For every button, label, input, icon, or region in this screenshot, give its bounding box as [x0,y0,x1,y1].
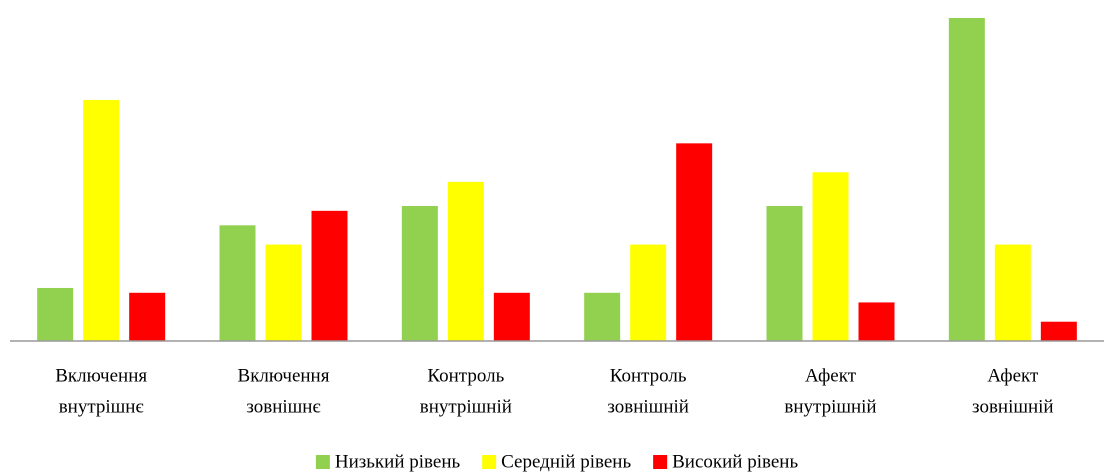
bar [948,18,985,341]
bar [493,292,530,341]
x-tick-label: Включення [238,365,330,386]
bar [265,244,302,341]
legend-label: Середній рівень [501,451,631,472]
x-tick-label: внутрішнє [59,396,144,417]
legend-swatch [653,455,668,469]
bar [858,302,895,341]
bar [994,244,1031,341]
bar [630,244,667,341]
bar [447,181,484,341]
x-tick-label: зовнішній [972,396,1054,417]
bar [129,292,166,341]
x-tick-label: Контроль [427,365,504,386]
x-tick-label: внутрішній [420,396,512,417]
legend-swatch [482,455,497,469]
bar [676,143,713,341]
x-tick-label: Включення [55,365,147,386]
bar [1040,321,1077,341]
bar [219,225,256,341]
x-tick-label: зовнішній [607,396,689,417]
x-tick-label: Афект [805,365,857,386]
bar [37,287,74,341]
x-tick-label: внутрішній [784,396,876,417]
legend-swatch [315,455,330,469]
legend-label: Високий рівень [672,451,798,472]
bar [584,292,621,341]
bar [311,210,348,341]
bar [83,99,120,341]
bar [766,206,803,341]
bar [401,206,438,341]
x-tick-label: Афект [987,365,1039,386]
bar [812,172,849,341]
x-tick-label: Контроль [610,365,687,386]
x-tick-label: зовнішнє [246,396,320,417]
legend-label: Низький рівень [335,451,461,472]
